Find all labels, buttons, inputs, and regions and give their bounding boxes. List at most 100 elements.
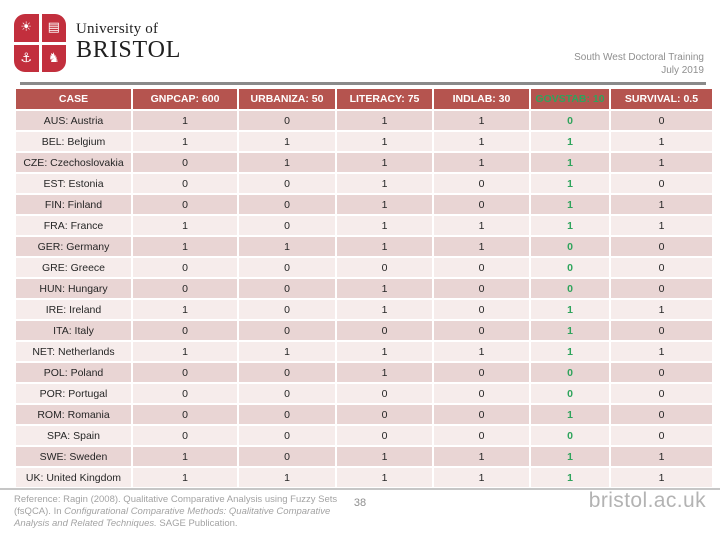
table-cell: 1 (133, 237, 237, 256)
crest-book-icon: ▤ (41, 14, 66, 42)
university-logo-wordmark: University of BRISTOL (76, 21, 181, 64)
table-cell: 1 (611, 132, 712, 151)
table-cell: 0 (133, 279, 237, 298)
table-cell: 1 (337, 132, 432, 151)
table-cell: 1 (531, 405, 609, 424)
table-cell: 0 (239, 195, 335, 214)
table-cell: 0 (434, 363, 529, 382)
table-cell: 0 (611, 174, 712, 193)
table-cell: 1 (133, 447, 237, 466)
table-cell: 1 (531, 447, 609, 466)
table-cell: 1 (434, 447, 529, 466)
table-row: IRE: Ireland 1 0 1 0 1 1 (16, 300, 712, 319)
truth-table-header: CASE GNPCAP: 600 URBANIZA: 50 LITERACY: 75 I… (16, 89, 712, 109)
table-cell: 1 (239, 237, 335, 256)
table-cell: 0 (611, 426, 712, 445)
table-cell: 1 (337, 279, 432, 298)
table-cell: 0 (611, 363, 712, 382)
event-date: July 2019 (661, 65, 704, 76)
table-cell: 0 (611, 405, 712, 424)
table-cell: 1 (239, 153, 335, 172)
table-cell: 1 (239, 468, 335, 487)
table-cell: 1 (434, 153, 529, 172)
row-case-label: ITA: Italy (16, 321, 131, 340)
table-cell: 0 (611, 111, 712, 130)
row-case-label: IRE: Ireland (16, 300, 131, 319)
row-case-label: POL: Poland (16, 363, 131, 382)
column-header: CASE (16, 89, 131, 109)
table-cell: 0 (239, 426, 335, 445)
table-cell: 1 (337, 342, 432, 361)
table-cell: 1 (611, 300, 712, 319)
table-row: ITA: Italy 0 0 0 0 1 0 (16, 321, 712, 340)
row-case-label: SPA: Spain (16, 426, 131, 445)
table-cell: 0 (337, 426, 432, 445)
row-case-label: FIN: Finland (16, 195, 131, 214)
table-row: UK: United Kingdom 1 1 1 1 1 1 (16, 468, 712, 487)
table-cell: 0 (531, 111, 609, 130)
table-cell: 1 (337, 300, 432, 319)
table-cell: 0 (239, 384, 335, 403)
table-row: SPA: Spain 0 0 0 0 0 0 (16, 426, 712, 445)
event-info: South West Doctoral Training July 2019 (574, 51, 704, 77)
table-row: NET: Netherlands 1 1 1 1 1 1 (16, 342, 712, 361)
page-number: 38 (353, 497, 367, 509)
table-cell: 0 (531, 384, 609, 403)
reference-prefix: Reference: Ragin (2008). Qualitative Com… (14, 494, 338, 517)
table-row: FIN: Finland 0 0 1 0 1 1 (16, 195, 712, 214)
table-cell: 1 (337, 468, 432, 487)
table-cell: 1 (133, 111, 237, 130)
table-cell: 1 (133, 342, 237, 361)
row-case-label: AUS: Austria (16, 111, 131, 130)
table-cell: 0 (133, 195, 237, 214)
table-cell: 0 (239, 321, 335, 340)
table-cell: 1 (531, 321, 609, 340)
university-website-url: bristol.ac.uk (588, 489, 706, 512)
table-row: ROM: Romania 0 0 0 0 1 0 (16, 405, 712, 424)
table-cell: 0 (611, 321, 712, 340)
table-cell: 0 (337, 258, 432, 277)
table-cell: 0 (531, 279, 609, 298)
table-cell: 1 (531, 195, 609, 214)
table-cell: 1 (434, 111, 529, 130)
row-case-label: CZE: Czechoslovakia (16, 153, 131, 172)
table-row: AUS: Austria 1 0 1 1 0 0 (16, 111, 712, 130)
table-cell: 1 (531, 216, 609, 235)
table-cell: 1 (337, 363, 432, 382)
column-header: URBANIZA: 50 (239, 89, 335, 109)
table-cell: 1 (133, 216, 237, 235)
table-cell: 1 (611, 216, 712, 235)
table-cell: 1 (434, 342, 529, 361)
table-cell: 0 (434, 321, 529, 340)
reference-suffix: SAGE Publication. (156, 518, 238, 529)
table-cell: 1 (337, 216, 432, 235)
row-case-label: HUN: Hungary (16, 279, 131, 298)
table-cell: 1 (611, 447, 712, 466)
table-cell: 0 (337, 321, 432, 340)
table-cell: 0 (531, 237, 609, 256)
table-cell: 0 (133, 384, 237, 403)
table-cell: 0 (133, 405, 237, 424)
header-divider-rule (20, 82, 706, 85)
table-cell: 1 (611, 342, 712, 361)
table-cell: 1 (337, 111, 432, 130)
table-cell: 1 (133, 132, 237, 151)
table-cell: 0 (133, 321, 237, 340)
crest-horse-icon: ♞ (41, 44, 66, 72)
table-cell: 1 (531, 468, 609, 487)
table-cell: 1 (611, 195, 712, 214)
table-cell: 0 (133, 426, 237, 445)
column-header: INDLAB: 30 (434, 89, 529, 109)
table-cell: 0 (531, 363, 609, 382)
table-cell: 1 (133, 468, 237, 487)
table-cell: 0 (133, 363, 237, 382)
reference-book-title: Configurational Comparative Methods: Qua… (14, 506, 331, 529)
table-cell: 0 (239, 447, 335, 466)
row-case-label: SWE: Sweden (16, 447, 131, 466)
table-cell: 1 (337, 237, 432, 256)
table-cell: 0 (239, 405, 335, 424)
table-cell: 0 (133, 153, 237, 172)
table-row: EST: Estonia 0 0 1 0 1 0 (16, 174, 712, 193)
table-cell: 1 (531, 342, 609, 361)
table-cell: 1 (434, 216, 529, 235)
